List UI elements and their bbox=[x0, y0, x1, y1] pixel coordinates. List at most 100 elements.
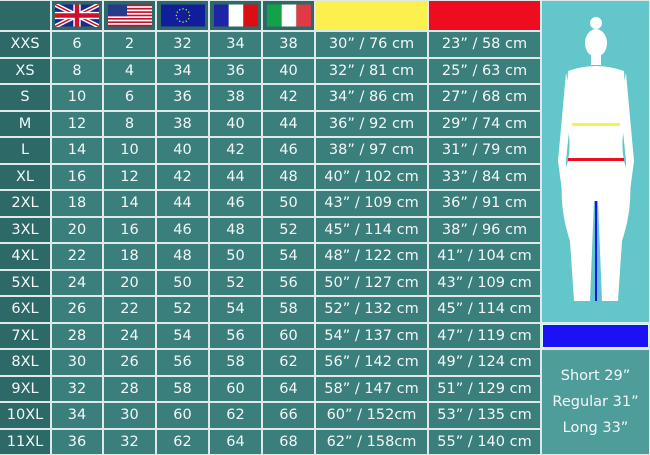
eu-value: 38 bbox=[157, 111, 208, 136]
hip-value: 32” / 81 cm bbox=[316, 58, 427, 83]
us-value: 18 bbox=[104, 244, 155, 269]
it-value: 66 bbox=[263, 403, 314, 428]
header-italy bbox=[263, 1, 314, 30]
uk-value: 26 bbox=[52, 297, 102, 322]
fr-value: 48 bbox=[210, 217, 261, 242]
inseam-regular: Regular 31” bbox=[552, 394, 639, 410]
inseam-short: Short 29” bbox=[560, 368, 631, 384]
it-value: 68 bbox=[263, 429, 314, 454]
us-value: 12 bbox=[104, 164, 155, 189]
inseam-lengths: Short 29” Regular 31” Long 33” bbox=[542, 350, 649, 454]
uk-value: 36 bbox=[52, 429, 102, 454]
uk-value: 32 bbox=[52, 376, 102, 401]
waist-value: 38” / 96 cm bbox=[429, 217, 540, 242]
waist-value: 33” / 84 cm bbox=[429, 164, 540, 189]
uk-value: 30 bbox=[52, 350, 102, 375]
size-label: 9XL bbox=[0, 376, 50, 401]
eu-value: 50 bbox=[157, 270, 208, 295]
italy-flag-icon bbox=[266, 4, 311, 27]
fr-value: 34 bbox=[210, 32, 261, 57]
hip-value: 54” / 137 cm bbox=[316, 323, 427, 348]
uk-value: 34 bbox=[52, 403, 102, 428]
size-label: 8XL bbox=[0, 350, 50, 375]
hip-value: 60” / 152cm bbox=[316, 403, 427, 428]
it-value: 38 bbox=[263, 32, 314, 57]
header-eu bbox=[157, 1, 208, 30]
hip-color-swatch bbox=[316, 1, 427, 30]
fr-value: 44 bbox=[210, 164, 261, 189]
us-value: 24 bbox=[104, 323, 155, 348]
eu-value: 52 bbox=[157, 297, 208, 322]
us-value: 8 bbox=[104, 111, 155, 136]
us-value: 16 bbox=[104, 217, 155, 242]
size-label: XL bbox=[0, 164, 50, 189]
fr-value: 46 bbox=[210, 191, 261, 216]
it-value: 40 bbox=[263, 58, 314, 83]
hip-value: 34” / 86 cm bbox=[316, 85, 427, 110]
eu-value: 44 bbox=[157, 191, 208, 216]
hip-value: 38” / 97 cm bbox=[316, 138, 427, 163]
waist-value: 49” / 124 cm bbox=[429, 350, 540, 375]
header-us bbox=[104, 1, 155, 30]
eu-value: 40 bbox=[157, 138, 208, 163]
fr-value: 38 bbox=[210, 85, 261, 110]
hip-value: 52” / 132 cm bbox=[316, 297, 427, 322]
size-label: 7XL bbox=[0, 323, 50, 348]
eu-value: 32 bbox=[157, 32, 208, 57]
header-corner bbox=[0, 1, 50, 30]
it-value: 54 bbox=[263, 244, 314, 269]
it-value: 44 bbox=[263, 111, 314, 136]
uk-value: 18 bbox=[52, 191, 102, 216]
us-value: 26 bbox=[104, 350, 155, 375]
waist-value: 27” / 68 cm bbox=[429, 85, 540, 110]
uk-value: 14 bbox=[52, 138, 102, 163]
hip-value: 36” / 92 cm bbox=[316, 111, 427, 136]
us-value: 4 bbox=[104, 58, 155, 83]
female-silhouette-icon bbox=[557, 17, 634, 302]
size-label: 3XL bbox=[0, 217, 50, 242]
size-label: M bbox=[0, 111, 50, 136]
hip-value: 48” / 122 cm bbox=[316, 244, 427, 269]
hip-value: 45” / 114 cm bbox=[316, 217, 427, 242]
uk-flag-icon bbox=[55, 4, 99, 27]
it-value: 62 bbox=[263, 350, 314, 375]
eu-value: 46 bbox=[157, 217, 208, 242]
it-value: 58 bbox=[263, 297, 314, 322]
hip-value: 40” / 102 cm bbox=[316, 164, 427, 189]
it-value: 52 bbox=[263, 217, 314, 242]
us-flag-icon bbox=[107, 4, 152, 27]
fr-value: 56 bbox=[210, 323, 261, 348]
us-value: 14 bbox=[104, 191, 155, 216]
eu-value: 48 bbox=[157, 244, 208, 269]
hip-value: 56” / 142 cm bbox=[316, 350, 427, 375]
size-label: XS bbox=[0, 58, 50, 83]
eu-value: 58 bbox=[157, 376, 208, 401]
waist-value: 31” / 79 cm bbox=[429, 138, 540, 163]
waist-color-swatch bbox=[429, 1, 540, 30]
eu-value: 42 bbox=[157, 164, 208, 189]
uk-value: 16 bbox=[52, 164, 102, 189]
uk-value: 24 bbox=[52, 270, 102, 295]
eu-value: 36 bbox=[157, 85, 208, 110]
fr-value: 58 bbox=[210, 350, 261, 375]
size-label: 4XL bbox=[0, 244, 50, 269]
uk-value: 22 bbox=[52, 244, 102, 269]
eu-value: 34 bbox=[157, 58, 208, 83]
uk-value: 6 bbox=[52, 32, 102, 57]
it-value: 48 bbox=[263, 164, 314, 189]
us-value: 30 bbox=[104, 403, 155, 428]
eu-value: 62 bbox=[157, 429, 208, 454]
hip-value: 43” / 109 cm bbox=[316, 191, 427, 216]
size-label: 10XL bbox=[0, 403, 50, 428]
fr-value: 50 bbox=[210, 244, 261, 269]
uk-value: 8 bbox=[52, 58, 102, 83]
size-label: 5XL bbox=[0, 270, 50, 295]
uk-value: 20 bbox=[52, 217, 102, 242]
size-label: S bbox=[0, 85, 50, 110]
waist-value: 45” / 114 cm bbox=[429, 297, 540, 322]
us-value: 32 bbox=[104, 429, 155, 454]
it-value: 60 bbox=[263, 323, 314, 348]
us-value: 28 bbox=[104, 376, 155, 401]
size-label: XXS bbox=[0, 32, 50, 57]
